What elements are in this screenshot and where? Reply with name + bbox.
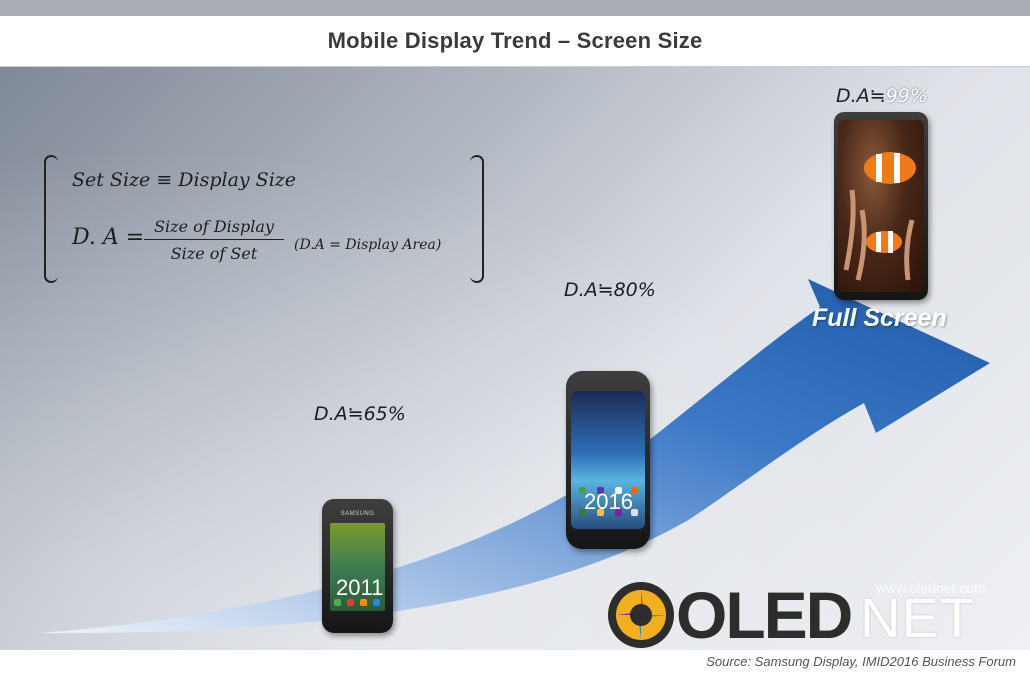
source-citation: Source: Samsung Display, IMID2016 Busine… bbox=[706, 654, 1016, 669]
olednet-logo-wheel-icon bbox=[608, 582, 674, 648]
arrow-body bbox=[40, 279, 990, 634]
phone-2016-screen bbox=[571, 391, 645, 529]
app-icon bbox=[360, 599, 367, 606]
app-icon bbox=[631, 487, 638, 494]
formula-note: (D.A = Display Area) bbox=[294, 237, 442, 253]
footer-bar: Source: Samsung Display, IMID2016 Busine… bbox=[0, 650, 1030, 678]
phone-full-screen bbox=[834, 112, 928, 300]
da-label-value: 99% bbox=[885, 85, 928, 107]
da-label-prefix: D.A≒ bbox=[836, 85, 886, 107]
app-icon bbox=[579, 509, 586, 516]
formula-bracket-right bbox=[470, 155, 484, 283]
growth-arrow bbox=[40, 279, 990, 634]
full-screen-caption: Full Screen bbox=[812, 304, 947, 332]
da-label-2011: D.A≒65% bbox=[314, 403, 406, 425]
da-label-2016: D.A≒80% bbox=[564, 279, 656, 301]
page-title: Mobile Display Trend – Screen Size bbox=[327, 28, 703, 53]
app-icon bbox=[347, 599, 354, 606]
year-label-2011: 2011 bbox=[336, 575, 384, 600]
formula-denominator: Size of Set bbox=[170, 244, 258, 263]
top-strip bbox=[0, 0, 1030, 16]
formula-fraction: Size of Display Size of Set bbox=[144, 217, 284, 263]
formula-bracket-left bbox=[44, 155, 58, 283]
clownfish-image bbox=[843, 152, 916, 281]
olednet-logo-oled: OLED bbox=[676, 578, 853, 652]
olednet-url: www.olednet.com bbox=[876, 580, 986, 596]
app-icon bbox=[334, 599, 341, 606]
formula-da-symbol: D. A = bbox=[72, 225, 145, 250]
app-icon bbox=[615, 509, 622, 516]
year-label-2016: 2016 bbox=[584, 489, 633, 514]
app-icon bbox=[631, 509, 638, 516]
phone-2016 bbox=[566, 371, 650, 549]
display-area-formula: Set Size ≡ Display Size D. A = Size of D… bbox=[44, 155, 484, 283]
diagram-stage: Set Size ≡ Display Size D. A = Size of D… bbox=[0, 67, 1030, 650]
phone-2011: SAMSUNG bbox=[322, 499, 393, 633]
phone-2011-screen bbox=[330, 523, 385, 611]
phone-brand-text: SAMSUNG bbox=[340, 511, 375, 517]
phone-full-screen-display bbox=[838, 120, 924, 292]
formula-numerator: Size of Display bbox=[144, 217, 284, 240]
app-icon bbox=[597, 509, 604, 516]
title-bar: Mobile Display Trend – Screen Size bbox=[0, 16, 1030, 67]
app-icon bbox=[373, 599, 380, 606]
app-icon bbox=[579, 487, 586, 494]
olednet-logo-net: NET bbox=[860, 586, 975, 649]
da-label-full-screen: D.A≒99% bbox=[836, 85, 928, 107]
app-icon bbox=[597, 487, 604, 494]
formula-set-size-line: Set Size ≡ Display Size bbox=[72, 169, 297, 191]
app-icon bbox=[615, 487, 622, 494]
